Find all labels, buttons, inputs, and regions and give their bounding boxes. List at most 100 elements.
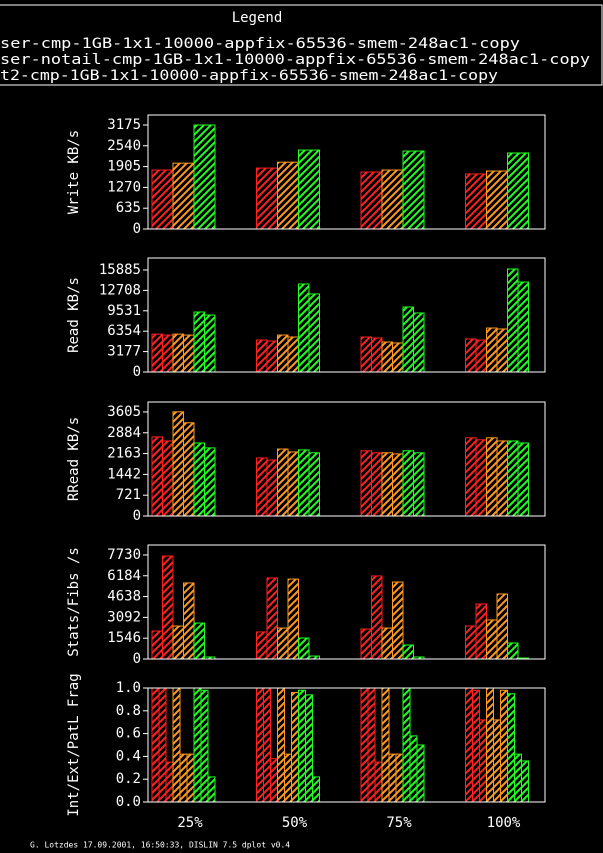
bar	[298, 449, 310, 517]
y-tick-label: 0.0	[116, 794, 141, 810]
bar	[486, 437, 498, 517]
bar	[465, 173, 487, 230]
bar	[158, 687, 167, 803]
y-tick-label: 6184	[107, 568, 141, 584]
x-tick-label: 100%	[487, 815, 521, 831]
bar	[193, 442, 205, 517]
y-tick-label: 15885	[99, 262, 141, 278]
bar	[371, 452, 383, 517]
bar	[207, 776, 216, 803]
bar	[381, 341, 393, 373]
bar	[151, 436, 163, 517]
bar	[402, 644, 414, 660]
bar	[287, 451, 299, 517]
bar	[183, 582, 195, 660]
y-tick-label: 1270	[107, 179, 141, 195]
y-axis-label: Read KB/s	[66, 277, 82, 353]
bar	[193, 622, 205, 660]
bar	[465, 687, 473, 803]
bar	[172, 687, 181, 803]
plot-frame	[147, 401, 546, 517]
y-tick-label: 1.0	[116, 680, 141, 696]
bar	[151, 333, 163, 373]
y-axis-label: RRead KB/s	[66, 417, 82, 501]
bar	[479, 719, 487, 803]
bar	[486, 327, 498, 373]
bar	[507, 440, 519, 517]
bar	[172, 333, 184, 373]
bar	[266, 459, 278, 517]
bar	[298, 149, 320, 230]
y-tick-label: 4638	[107, 589, 141, 605]
y-tick-label: 7730	[107, 547, 141, 563]
bar	[413, 452, 425, 517]
y-tick-label: 3177	[107, 344, 141, 360]
x-tick-label: 50%	[282, 815, 308, 831]
bar	[308, 293, 320, 373]
legend-entry: ser-cmp-1GB-1x1-10000-appfix-65536-smem-…	[0, 36, 520, 52]
y-tick-label: 0	[133, 651, 141, 667]
bar	[287, 336, 299, 373]
bar	[360, 336, 372, 373]
y-tick-label: 9531	[107, 303, 141, 319]
bar	[392, 453, 404, 517]
y-tick-label: 3092	[107, 609, 141, 625]
y-tick-label: 0	[133, 364, 141, 380]
bar	[151, 630, 163, 660]
bar	[360, 171, 383, 230]
y-tick-label: 12708	[99, 282, 141, 298]
bar	[263, 687, 271, 803]
bar	[204, 447, 216, 517]
y-tick-label: 0	[133, 221, 141, 237]
bar	[507, 268, 519, 373]
bar	[475, 603, 487, 660]
bar	[514, 753, 522, 803]
bar	[360, 628, 372, 660]
bar	[305, 694, 313, 803]
bar	[291, 692, 299, 803]
bar	[162, 440, 174, 517]
bar	[172, 625, 184, 660]
y-tick-label: 1905	[107, 159, 141, 175]
bar	[183, 334, 195, 373]
bar	[507, 642, 519, 660]
legend-entry: t2-cmp-1GB-1x1-10000-appfix-65536-smem-2…	[0, 68, 498, 84]
bar	[402, 450, 414, 517]
y-tick-label: 6354	[107, 323, 141, 339]
y-tick-label: 0.6	[116, 726, 141, 742]
bar	[486, 687, 494, 803]
bar	[413, 312, 425, 373]
bar	[371, 575, 383, 660]
bar	[256, 631, 268, 660]
y-tick-label: 2884	[107, 425, 141, 441]
x-tick-label: 75%	[386, 815, 412, 831]
bar	[277, 334, 289, 373]
x-tick-label: 25%	[177, 815, 203, 831]
y-tick-label: 2163	[107, 446, 141, 462]
bar	[392, 342, 404, 373]
bar	[360, 450, 372, 517]
bar	[200, 689, 209, 803]
y-tick-label: 1442	[107, 466, 141, 482]
bar	[371, 337, 383, 373]
bar	[374, 761, 383, 803]
legend-box	[0, 4, 603, 86]
bar	[381, 687, 390, 803]
bar	[256, 339, 268, 373]
bar	[256, 457, 268, 517]
bar	[298, 689, 306, 803]
bar	[193, 311, 205, 373]
bar	[416, 744, 425, 803]
bar	[381, 169, 404, 230]
bar	[256, 167, 278, 230]
bar	[179, 753, 188, 803]
bar	[409, 735, 418, 803]
bar	[277, 448, 289, 517]
bar	[493, 719, 501, 803]
bar	[472, 689, 480, 803]
y-tick-label: 0.8	[116, 703, 141, 719]
y-tick-label: 635	[116, 200, 141, 216]
bar	[465, 338, 477, 373]
y-axis-label: Int/Ext/PatL Frag	[66, 673, 82, 816]
